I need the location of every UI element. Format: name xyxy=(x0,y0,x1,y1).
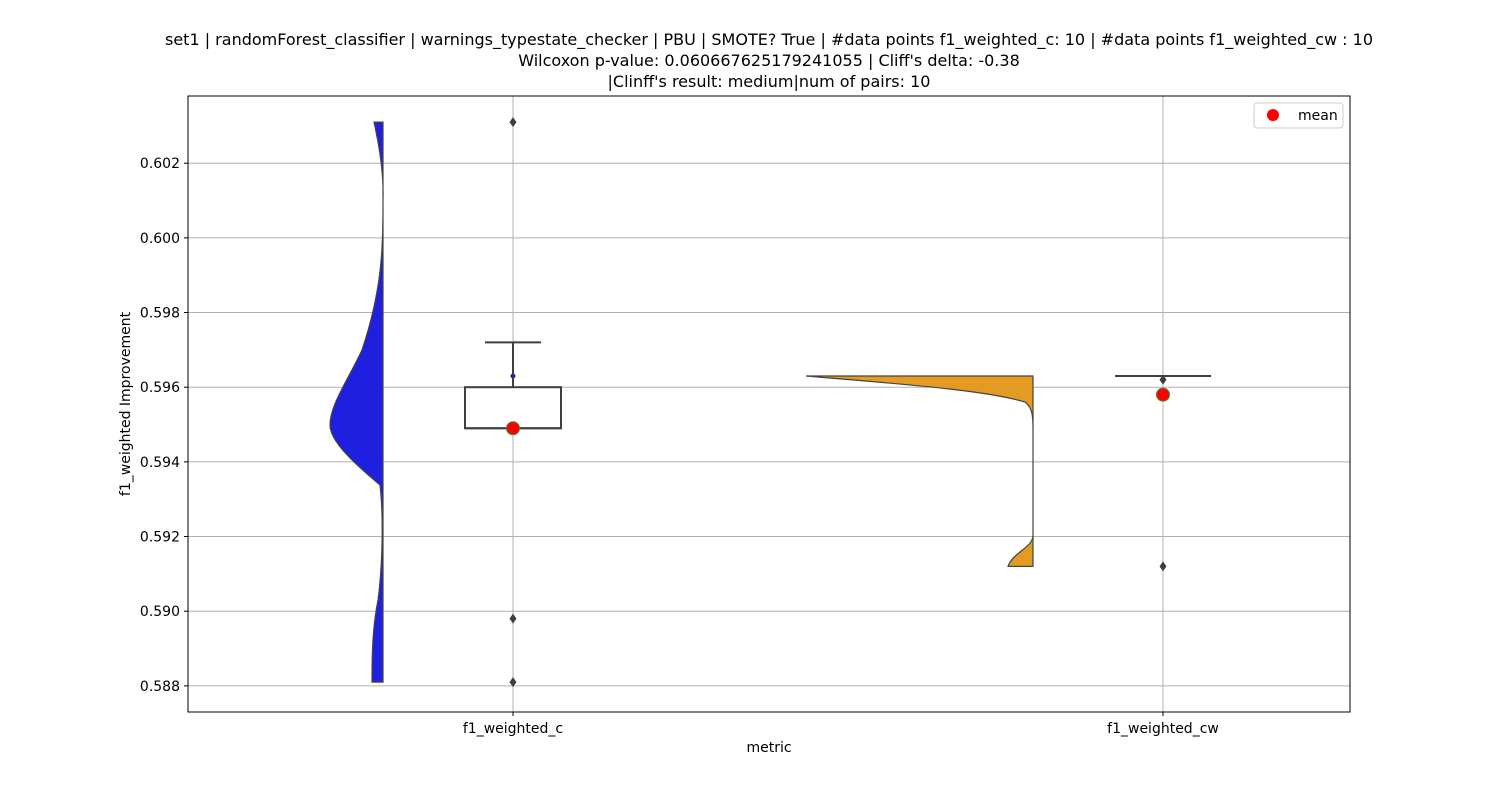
y-tick-label: 0.598 xyxy=(140,306,180,322)
chart-title: set1 | randomForest_classifier | warning… xyxy=(0,29,1500,92)
violin-layer xyxy=(329,121,1034,683)
legend-mean-marker xyxy=(1267,109,1279,121)
outlier-point xyxy=(509,677,517,688)
data-point xyxy=(510,373,516,379)
chart-title-line-1: set1 | randomForest_classifier | warning… xyxy=(164,30,1373,49)
legend-mean-label: mean xyxy=(1298,108,1338,124)
y-axis: 0.588 0.590 0.592 0.594 0.596 0.598 0.600 0.602 xyxy=(140,156,188,695)
y-tick-label: 0.594 xyxy=(140,455,180,471)
mean-marker-f1_weighted_c xyxy=(506,421,520,436)
outlier-point xyxy=(509,117,517,128)
y-axis-label: f1_weighted Improvement xyxy=(118,311,134,496)
outlier-point xyxy=(1159,561,1167,572)
x-tick-label: f1_weighted_c xyxy=(463,721,563,737)
y-tick-label: 0.588 xyxy=(140,679,180,695)
legend-box xyxy=(1253,102,1344,129)
y-tick-label: 0.596 xyxy=(140,380,180,396)
x-axis-label: metric xyxy=(746,740,791,756)
y-tick-label: 0.602 xyxy=(140,156,180,172)
chart-title-line-3: |Clinff's result: medium|num of pairs: 1… xyxy=(607,72,931,91)
box-layer xyxy=(464,341,1211,430)
mean-marker-f1_weighted_cw xyxy=(1156,387,1170,402)
legend: mean xyxy=(1253,102,1344,129)
violin-f1_weighted_c xyxy=(329,121,384,683)
outlier-point xyxy=(509,613,517,624)
violin-f1_weighted_cw xyxy=(805,375,1034,567)
chart-title-line-2: Wilcoxon p-value: 0.060667625179241055 |… xyxy=(518,51,1020,70)
y-tick-label: 0.592 xyxy=(140,530,180,546)
y-tick-label: 0.600 xyxy=(140,231,180,247)
x-axis: f1_weighted_c f1_weighted_cw xyxy=(463,712,1219,737)
x-tick-label: f1_weighted_cw xyxy=(1107,721,1219,737)
plot-frame xyxy=(187,95,1351,713)
outlier-point xyxy=(1159,374,1167,385)
point-layer xyxy=(506,117,1170,688)
y-tick-label: 0.590 xyxy=(140,604,180,620)
